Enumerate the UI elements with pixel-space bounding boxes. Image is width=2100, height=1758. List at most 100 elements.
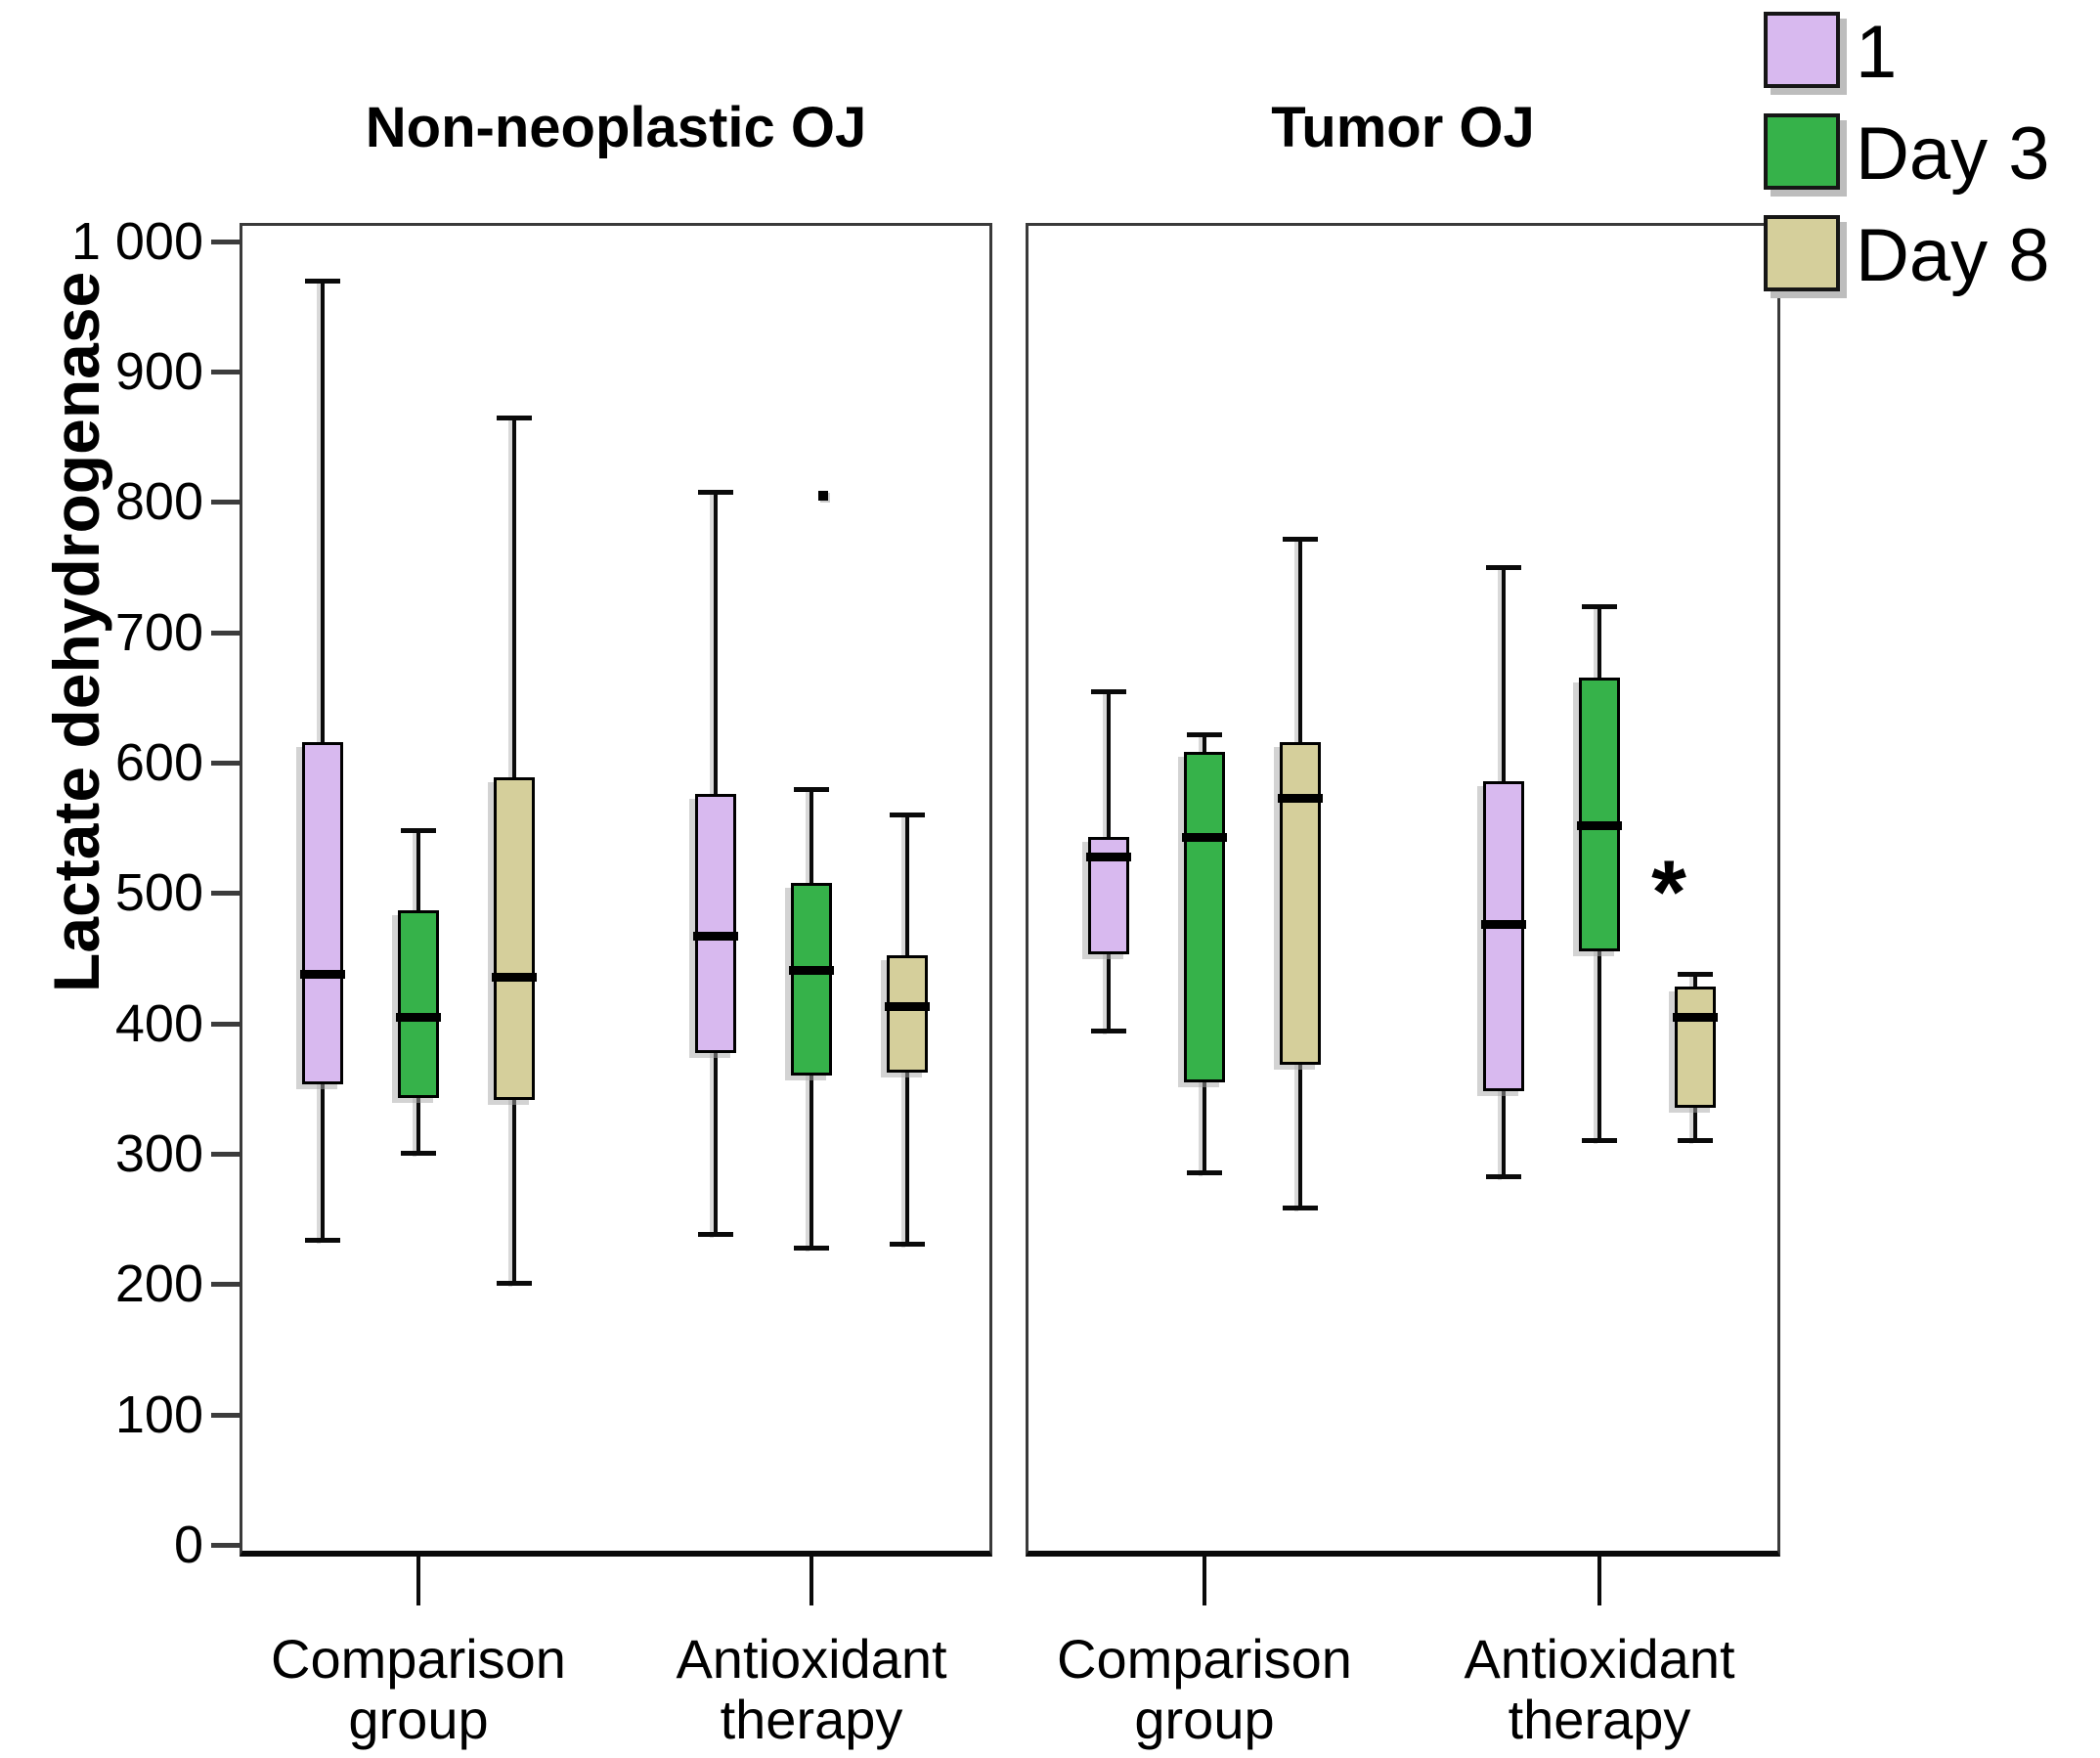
whisker-cap-top [1187,732,1222,737]
whisker-cap-bottom [1187,1170,1222,1175]
whisker-cap-bottom [794,1246,829,1251]
whisker-cap-top [497,416,532,420]
y-tick-label: 300 [114,1124,203,1183]
median-line [396,1013,441,1022]
group-label-line: Comparison [271,1628,566,1690]
y-tick-label: 800 [114,472,203,531]
y-tick-mark [211,631,240,636]
box-rect [1184,752,1225,1082]
median-line [1577,821,1622,830]
box-rect [494,777,535,1100]
whisker-cap-bottom [401,1151,436,1156]
whisker-cap-top [1582,604,1617,609]
legend-swatch [1764,12,1840,88]
legend-item: Day 8 [1764,214,2050,297]
y-tick-mark [211,761,240,766]
whisker-cap-bottom [1582,1138,1617,1143]
median-line [1086,853,1131,861]
x-tick-mark [1597,1557,1601,1605]
whisker-cap-top [305,279,340,284]
legend: 1 Day 3 Day 8 [1764,12,2050,317]
whisker-cap-bottom [1486,1174,1521,1179]
whisker-cap-bottom [1283,1206,1318,1210]
box-rect [887,955,928,1073]
y-tick-mark [211,1282,240,1287]
box-rect [398,910,439,1098]
y-tick-mark [211,1022,240,1027]
group-label-line: group [348,1689,489,1750]
box-rect [1280,742,1321,1065]
y-tick-mark [211,1152,240,1157]
median-line [885,1002,930,1011]
whisker-cap-top [1678,972,1713,977]
median-line [1278,794,1323,803]
y-tick-label: 500 [114,863,203,922]
legend-item: Day 3 [1764,112,2050,196]
panel-frame [1026,223,1780,1557]
whisker-cap-top [1486,565,1521,570]
median-line [492,973,537,982]
group-label-line: therapy [720,1689,903,1750]
legend-label: Day 3 [1856,112,2050,196]
whisker-cap-bottom [1678,1138,1713,1143]
whisker-cap-bottom [497,1281,532,1286]
whisker-cap-bottom [698,1232,733,1237]
median-line [789,966,834,975]
y-tick-label: 700 [114,603,203,662]
median-line [1673,1013,1718,1022]
whisker-cap-bottom [1091,1029,1126,1033]
median-line [1481,920,1526,929]
group-label: Comparison group [194,1629,643,1750]
group-label-line: Antioxidant [1464,1628,1735,1690]
significance-asterisk: * [1651,843,1686,943]
group-label: Antioxidant therapy [1375,1629,1824,1750]
group-label-line: Comparison [1057,1628,1352,1690]
x-tick-mark [416,1557,420,1605]
group-label-line: therapy [1508,1689,1691,1750]
y-tick-label: 200 [114,1254,203,1313]
box-rect [1579,678,1620,951]
y-tick-mark [211,500,240,505]
x-tick-mark [809,1557,813,1605]
x-tick-mark [1203,1557,1206,1605]
y-tick-mark [211,370,240,374]
group-label: Comparison group [980,1629,1429,1750]
whisker-cap-top [794,787,829,792]
legend-label: 1 [1856,11,1898,94]
box-rect [791,883,832,1076]
median-line [300,970,345,979]
whisker-cap-top [1091,689,1126,694]
whisker-cap-top [698,490,733,495]
legend-item: 1 [1764,11,2050,94]
box-rect [695,794,736,1053]
y-tick-label: 900 [114,342,203,401]
box-rect [302,742,343,1084]
y-tick-label: 100 [114,1385,203,1444]
y-tick-mark [211,1543,240,1548]
panel-title: Tumor OJ [1271,96,1535,159]
y-tick-label: 1 000 [70,212,203,271]
panel-frame [240,223,992,1557]
legend-swatch [1764,215,1840,291]
median-line [693,932,738,941]
y-tick-mark [211,891,240,896]
box-rect [1483,781,1524,1091]
whisker-cap-top [1283,537,1318,542]
group-label-line: Antioxidant [676,1628,947,1690]
whisker-cap-bottom [890,1242,925,1247]
legend-label: Day 8 [1856,214,2050,297]
y-tick-mark [211,1413,240,1418]
whisker-cap-top [890,813,925,817]
panel-title: Non-neoplastic OJ [365,96,867,159]
y-tick-mark [211,240,240,244]
legend-swatch [1764,113,1840,190]
y-tick-label: 400 [114,994,203,1053]
group-label: Antioxidant therapy [587,1629,1036,1750]
group-label-line: group [1134,1689,1275,1750]
outlier-marker-dot [818,491,828,501]
whisker-cap-bottom [305,1238,340,1243]
box-rect [1675,987,1716,1108]
y-tick-label: 600 [114,733,203,792]
whisker-cap-top [401,828,436,833]
